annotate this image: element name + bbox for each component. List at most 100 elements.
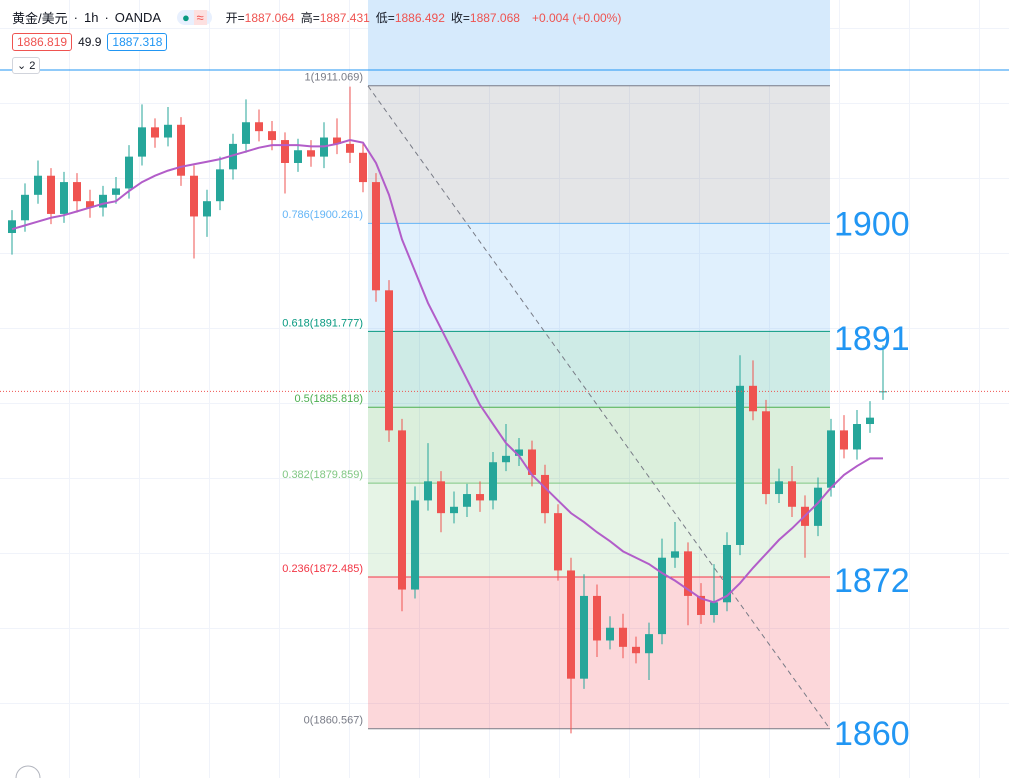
candle-body	[502, 455, 510, 463]
candle-body	[606, 627, 614, 641]
candle-body	[788, 481, 796, 507]
quote-row: 1886.819 49.9 1887.318	[12, 33, 621, 51]
candle-body	[125, 156, 133, 189]
candle-body	[853, 424, 861, 450]
candle-body	[515, 449, 523, 456]
candle-body	[203, 201, 211, 217]
candle-body	[411, 500, 419, 590]
fib-label: 0(1860.567)	[304, 715, 363, 727]
candle-body	[8, 220, 16, 234]
candle-body	[619, 627, 627, 647]
candle-body	[840, 430, 848, 450]
candle-body	[476, 494, 484, 501]
price-annotation: 1872	[834, 562, 910, 600]
candle-body	[333, 137, 341, 144]
fib-label: 0.5(1885.818)	[295, 393, 364, 405]
ohlc-label: 低=	[375, 11, 395, 25]
candle-body	[307, 150, 315, 157]
legend: 黄金/美元 · 1h · OANDA ● ≈ 开=1887.064 高=1887.43…	[12, 8, 621, 80]
candle-body	[567, 570, 575, 679]
candle-body	[528, 449, 536, 475]
candle-body	[151, 127, 159, 138]
candle-body	[632, 646, 640, 654]
candle-body	[398, 430, 406, 590]
candle-body	[177, 124, 185, 176]
candle-body	[242, 122, 250, 144]
candle-body	[827, 430, 835, 488]
indicator-toggle[interactable]: ⌄ 2	[12, 57, 41, 74]
trend-line	[367, 85, 831, 730]
candle-body	[359, 152, 367, 183]
candle-body	[437, 481, 445, 514]
candle-body	[34, 175, 42, 195]
candle-body	[463, 494, 471, 507]
candle-body	[814, 487, 822, 526]
candle-body	[658, 557, 666, 635]
ohlc-label: 开=	[225, 11, 245, 25]
price-annotation: 1860	[834, 715, 910, 753]
candle-body	[99, 194, 107, 208]
candle-body	[346, 143, 354, 153]
candle-body	[762, 411, 770, 495]
candle-body	[255, 122, 263, 132]
candle-body	[385, 290, 393, 431]
candle-body	[775, 481, 783, 495]
candle-body	[450, 506, 458, 514]
fib-label: 0.618(1891.777)	[282, 317, 363, 329]
candle-body	[580, 595, 588, 679]
candle-body	[281, 140, 289, 163]
candle-body	[86, 201, 94, 208]
spread: 49.9	[78, 35, 102, 49]
ohlc-value: 1886.492	[394, 11, 445, 25]
selection-highlight	[368, 0, 830, 86]
candle-body	[229, 143, 237, 170]
source: OANDA	[114, 10, 162, 25]
candle-body	[73, 182, 81, 202]
candle-body	[541, 474, 549, 514]
ohlc-value: 1887.064	[244, 11, 295, 25]
ohlc-value: 1887.431	[319, 11, 370, 25]
candle-body	[60, 182, 68, 214]
ohlc-label: 高=	[300, 11, 320, 25]
candle-body	[190, 175, 198, 217]
ask[interactable]: 1887.318	[107, 33, 168, 51]
moving-average	[11, 139, 883, 604]
candle-body	[164, 124, 172, 138]
candle-body	[671, 551, 679, 558]
change: +0.004 (+0.00%)	[531, 10, 622, 25]
candle-body	[47, 175, 55, 214]
candle-body	[554, 513, 562, 571]
fib-retracement: 1(1911.069) 0.786(1900.261) 0.618(1891.777…	[282, 72, 830, 730]
indicator-count: 2	[29, 60, 36, 72]
overlays: 1900 1891 1872 1860	[0, 69, 1009, 753]
fib-label: 1(1911.069)	[304, 72, 363, 84]
candle-body	[372, 182, 380, 291]
ohlc-value: 1887.068	[469, 11, 520, 25]
fib-zone	[368, 331, 830, 408]
candle-body	[593, 595, 601, 641]
candle-body	[645, 634, 653, 654]
price-annotation: 1891	[834, 320, 910, 358]
candle-body	[294, 150, 302, 163]
interval[interactable]: 1h	[83, 10, 99, 25]
candle-body	[866, 417, 874, 425]
bid[interactable]: 1886.819	[12, 33, 73, 51]
status-toggle[interactable]: ● ≈	[177, 10, 212, 25]
candle-body	[424, 481, 432, 501]
candle-body	[138, 127, 146, 157]
fib-zone	[368, 407, 830, 484]
candle-body	[710, 602, 718, 616]
logo-icon[interactable]	[15, 765, 41, 778]
ohlc-label: 收=	[450, 11, 470, 25]
fib-zone	[368, 223, 830, 332]
candle-body	[216, 169, 224, 202]
candle-body	[723, 544, 731, 603]
symbol[interactable]: 黄金/美元	[12, 11, 68, 26]
candle-body	[684, 551, 692, 596]
indicator-row: ⌄ 2	[12, 57, 621, 74]
candle-body	[112, 188, 120, 195]
fib-label: 0.382(1879.859)	[282, 469, 363, 481]
fib-zone	[368, 85, 830, 224]
